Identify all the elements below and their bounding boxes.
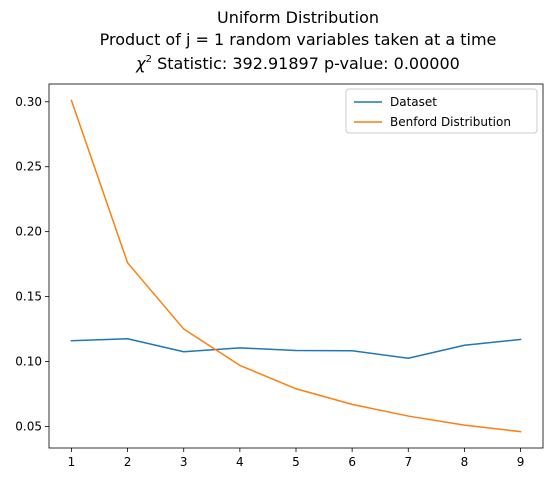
legend-entry: Benford Distribution: [390, 115, 511, 129]
title-line-2: Product of j = 1 random variables taken …: [100, 30, 497, 49]
chi-symbol: χ: [135, 54, 146, 73]
y-tick-label: 0.10: [15, 355, 42, 369]
y-tick-label: 0.15: [15, 290, 42, 304]
statistic-text: Statistic: 392.91897 p-value: 0.00000: [152, 54, 460, 73]
title-line-1: Uniform Distribution: [217, 8, 379, 27]
y-tick-label: 0.05: [15, 419, 42, 433]
x-tick-label: 8: [461, 455, 469, 469]
axis-layer: 1 2 3 4 5 6 7 8 9 0.05 0.10 0.15 0.20 0.25 0.30: [15, 95, 524, 469]
series-line-dataset: [70, 338, 522, 360]
x-tick-label: 3: [180, 455, 188, 469]
x-tick-label: 4: [236, 455, 244, 469]
series-line-benford: [70, 99, 522, 433]
legend: Dataset Benford Distribution: [345, 88, 538, 134]
x-tick-label: 6: [348, 455, 356, 469]
x-tick-label: 7: [404, 455, 412, 469]
chi-exponent: 2: [146, 54, 152, 65]
legend-box: [345, 88, 538, 134]
x-tick-label: 1: [68, 455, 76, 469]
y-tick-label: 0.30: [15, 95, 42, 109]
y-tick-label: 0.25: [15, 160, 42, 174]
x-tick-label: 9: [517, 455, 525, 469]
legend-entry: Dataset: [390, 95, 437, 109]
plot-frame: [48, 83, 544, 449]
title-statistic-line: χ2 Statistic: 392.91897 p-value: 0.00000: [135, 54, 460, 73]
x-tick-label: 2: [124, 455, 132, 469]
chart-title: Uniform Distribution Product of j = 1 ra…: [100, 8, 497, 73]
series-layer: [70, 99, 522, 433]
y-tick-label: 0.20: [15, 225, 42, 239]
x-tick-label: 5: [292, 455, 300, 469]
